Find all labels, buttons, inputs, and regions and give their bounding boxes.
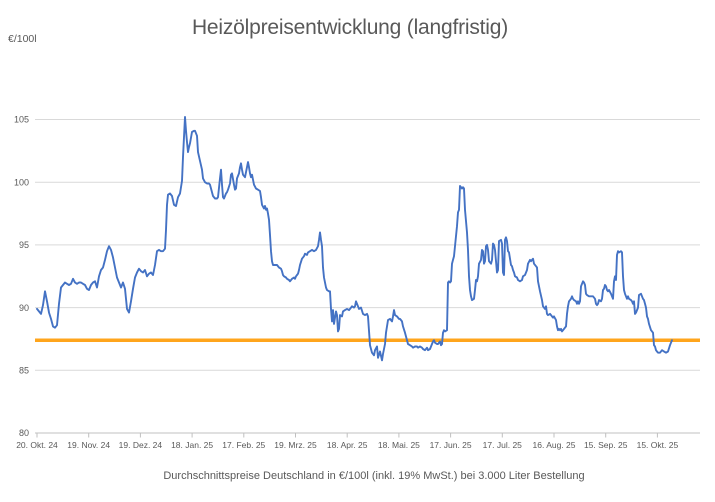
price-series-line bbox=[36, 116, 673, 362]
y-tick-label: 85 bbox=[19, 366, 29, 376]
y-axis-unit-label: €/100l bbox=[8, 33, 37, 45]
x-tick-label: 19. Nov. 24 bbox=[67, 440, 110, 450]
y-tick-label: 100 bbox=[14, 177, 29, 187]
x-tick-label: 17. Jun. 25 bbox=[430, 440, 472, 450]
y-tick-label: 80 bbox=[19, 428, 29, 438]
x-tick-label: 17. Feb. 25 bbox=[222, 440, 265, 450]
x-tick-label: 16. Aug. 25 bbox=[532, 440, 575, 450]
x-tick-label: 20. Okt. 24 bbox=[16, 440, 58, 450]
y-tick-label: 90 bbox=[19, 303, 29, 313]
x-tick-label: 18. Jan. 25 bbox=[171, 440, 213, 450]
x-tick-label: 18. Apr. 25 bbox=[327, 440, 368, 450]
x-tick-label: 15. Okt. 25 bbox=[637, 440, 679, 450]
x-tick-label: 19. Dez. 24 bbox=[119, 440, 163, 450]
y-tick-label: 105 bbox=[14, 115, 29, 125]
chart-caption: Durchschnittspreise Deutschland in €/100… bbox=[163, 470, 585, 482]
y-tick-label: 95 bbox=[19, 240, 29, 250]
x-tick-label: 17. Jul. 25 bbox=[483, 440, 522, 450]
page-title: Heizölpreisentwicklung (langfristig) bbox=[191, 16, 509, 39]
x-tick-label: 18. Mai. 25 bbox=[378, 440, 420, 450]
x-tick-label: 19. Mrz. 25 bbox=[274, 440, 317, 450]
x-tick-label: 15. Sep. 25 bbox=[584, 440, 628, 450]
